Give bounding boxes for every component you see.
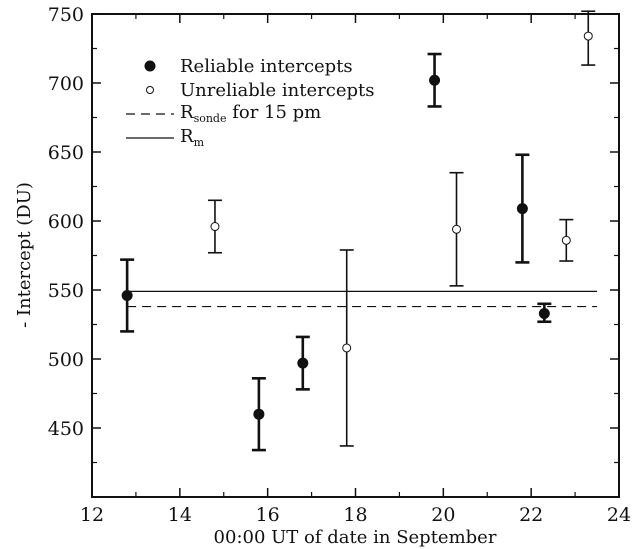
x-axis-title: 00:00 UT of date in September [214, 527, 497, 548]
axis-ticks: 12 14 16 18 20 22 24 450 500 550 600 650 700 750 [48, 4, 631, 526]
reliable-point [297, 357, 309, 369]
legend-sonde-label: Rsonde for 15 pm [180, 102, 321, 125]
x-tick-label: 18 [343, 504, 367, 526]
legend-unreliable-marker [146, 86, 154, 94]
x-tick-label: 24 [607, 504, 631, 526]
legend: Reliable intercepts Unreliable intercept… [126, 56, 374, 149]
y-tick-label: 700 [48, 73, 84, 95]
unreliable-point [210, 222, 220, 232]
reliable-point [516, 203, 528, 215]
reference-lines [127, 290, 598, 308]
reliable-point [121, 290, 133, 302]
reliable-point [253, 408, 265, 420]
y-tick-label: 600 [48, 211, 84, 233]
y-tick-label: 650 [48, 142, 84, 164]
x-tick-label: 14 [168, 504, 192, 526]
y-tick-label: 550 [48, 280, 84, 302]
x-tick-label: 12 [80, 504, 104, 526]
x-tick-label: 20 [431, 504, 455, 526]
unreliable-point [342, 343, 352, 353]
legend-reliable-marker [144, 60, 156, 72]
x-tick-label: 16 [256, 504, 280, 526]
y-tick-label: 450 [48, 418, 84, 440]
unreliable-point [452, 224, 462, 234]
unreliable-point [583, 31, 593, 41]
legend-rm-label: Rm [180, 126, 205, 149]
reliable-point [429, 74, 441, 86]
reliable-point [538, 307, 550, 319]
legend-reliable-label: Reliable intercepts [180, 56, 353, 77]
data-marks [120, 10, 596, 452]
y-tick-label: 750 [48, 4, 84, 26]
legend-unreliable-label: Unreliable intercepts [180, 80, 374, 101]
x-tick-label: 22 [519, 504, 543, 526]
y-tick-label: 500 [48, 349, 84, 371]
unreliable-point [561, 235, 571, 245]
y-axis-title: - Intercept (DU) [14, 182, 35, 328]
